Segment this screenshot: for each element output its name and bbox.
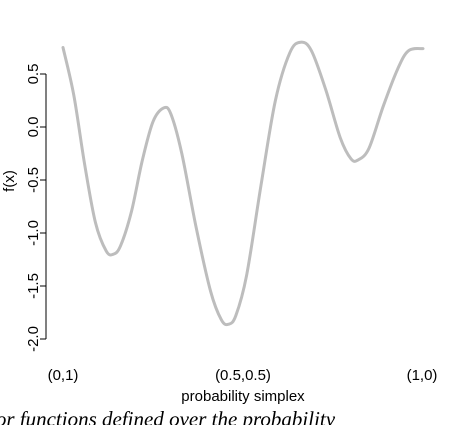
y-tick-label: -0.5 xyxy=(25,167,42,193)
y-tick-label: 0.5 xyxy=(25,64,42,85)
y-axis-label: f(x) xyxy=(1,170,18,192)
y-tick-label: -2.0 xyxy=(25,326,42,352)
caption-text: for functions defined over the probabili… xyxy=(0,407,336,425)
y-tick-label: -1.0 xyxy=(25,220,42,246)
x-axis-label: probability simplex xyxy=(181,388,305,405)
y-axis: -2.0 -1.5 -1.0 -0.5 0.0 0.5 xyxy=(25,64,47,352)
x-tick-label: (0.5,0.5) xyxy=(215,367,271,384)
x-tick-label: (1,0) xyxy=(407,367,438,384)
y-tick-label: 0.0 xyxy=(25,117,42,138)
y-tick-label: -1.5 xyxy=(25,273,42,299)
x-tick-label: (0,1) xyxy=(48,367,79,384)
series-line xyxy=(61,40,425,327)
x-axis: (0,1) (0.5,0.5) (1,0) xyxy=(48,367,438,384)
